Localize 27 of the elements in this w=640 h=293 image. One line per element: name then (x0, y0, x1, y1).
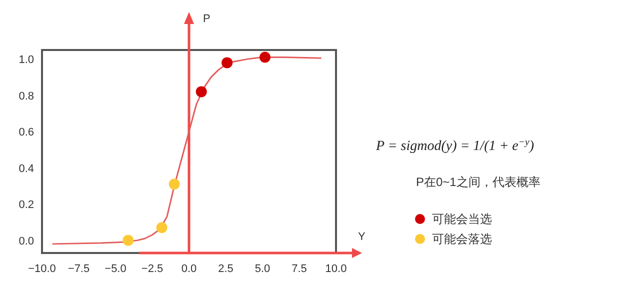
legend-label: 可能会当选 (432, 212, 492, 226)
x-tick-label: 7.5 (292, 263, 307, 275)
x-axis-title: Y (358, 231, 366, 243)
legend-label: 可能会落选 (432, 232, 492, 246)
y-tick-label: 0.2 (18, 199, 34, 212)
point (122, 234, 134, 246)
x-tick-label: −7.5 (68, 263, 90, 275)
x-tick-label: −10.0 (28, 263, 56, 275)
x-tick-label: −2.5 (141, 263, 164, 275)
y-tick-label: 0.6 (18, 126, 34, 139)
point (222, 57, 233, 68)
y-tick-label: 1.0 (18, 54, 34, 66)
point (168, 178, 180, 190)
y-tick-label: 0.4 (18, 162, 34, 175)
x-tick-label: 10.0 (325, 263, 347, 275)
x-tick-label: −5.0 (104, 263, 126, 275)
text: P = sigmod(y) = 1/(1 + e$^{−y}$) (375, 136, 534, 154)
y-axis-title: P (203, 13, 210, 25)
x-tick-label: 5.0 (254, 263, 270, 275)
text: P在0~1之间，代表概率 (416, 175, 540, 189)
point (260, 52, 270, 63)
point (156, 222, 168, 234)
x-tick-label: 2.5 (218, 263, 234, 275)
point (196, 86, 207, 98)
y-tick-label: 0.0 (18, 235, 34, 248)
x-tick-label: 0.0 (181, 263, 197, 275)
y-tick-label: 0.8 (18, 90, 34, 102)
